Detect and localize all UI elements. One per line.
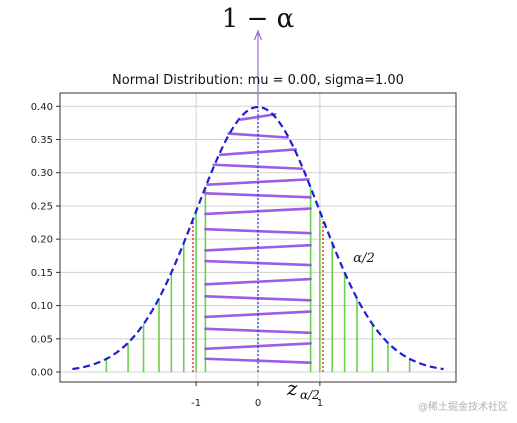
pdf-curve-path — [72, 105, 444, 371]
x-tick-label: 0 — [255, 398, 261, 409]
y-tick-label: 0.05 — [31, 334, 53, 345]
alpha-half-label: α/2 — [353, 251, 374, 266]
y-tick-label: 0.00 — [31, 368, 53, 379]
watermark: @稀土掘金技术社区 — [418, 400, 508, 413]
y-tick-label: 0.35 — [31, 135, 53, 146]
one-minus-alpha-label: 1 − α — [222, 4, 294, 34]
x-axis-ticks: -1 0 1 — [191, 382, 323, 409]
y-tick-label: 0.30 — [31, 168, 53, 179]
y-axis-ticks: 0.00 0.05 0.10 0.15 0.20 0.25 0.30 0.35 0.40 — [31, 102, 60, 379]
z-critical-subscript: α/2 — [300, 388, 320, 402]
center-line — [218, 148, 298, 157]
center-line — [204, 357, 312, 365]
center-line — [239, 112, 277, 121]
tail-area-lines — [105, 187, 411, 373]
y-tick-label: 0.25 — [31, 201, 53, 212]
z-critical-label: z — [286, 376, 298, 400]
pdf-curve — [72, 105, 444, 371]
arrow-head — [253, 29, 263, 41]
center-line — [204, 277, 312, 286]
y-tick-label: 0.15 — [31, 268, 53, 279]
chart-title: Normal Distribution: mu = 0.00, sigma=1.… — [112, 73, 404, 88]
critical-value-lines — [192, 219, 324, 373]
x-tick-label: 1 — [317, 398, 323, 409]
top-arrow — [253, 29, 263, 105]
y-tick-label: 0.20 — [31, 235, 53, 246]
x-tick-label: -1 — [191, 398, 201, 409]
y-tick-label: 0.10 — [31, 301, 53, 312]
y-tick-label: 0.40 — [31, 102, 53, 113]
center-line — [206, 178, 310, 186]
